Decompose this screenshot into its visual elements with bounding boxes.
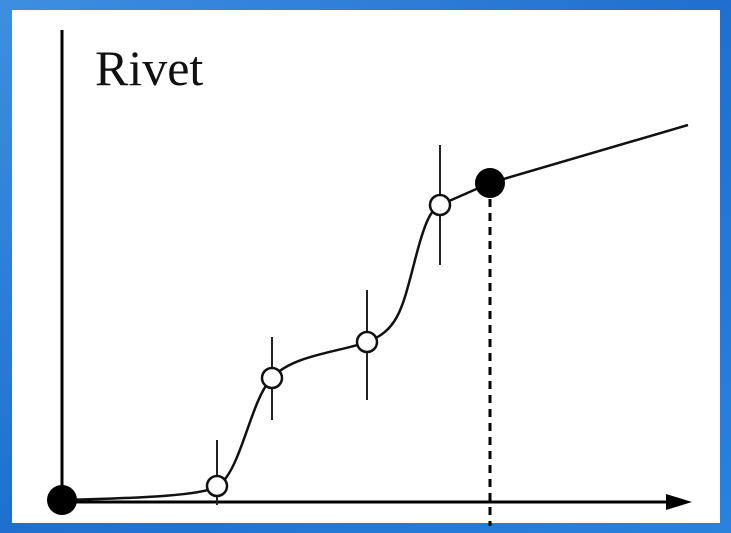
x-axis-arrow — [666, 494, 692, 510]
title: Rivet — [95, 40, 203, 96]
open-point — [205, 474, 229, 498]
open-point — [355, 330, 379, 354]
filled-point — [475, 168, 505, 198]
curve — [61, 123, 689, 502]
open-point — [428, 193, 452, 217]
filled-point — [47, 485, 77, 515]
panel — [12, 10, 720, 523]
open-points — [205, 193, 452, 498]
open-point — [260, 366, 284, 390]
